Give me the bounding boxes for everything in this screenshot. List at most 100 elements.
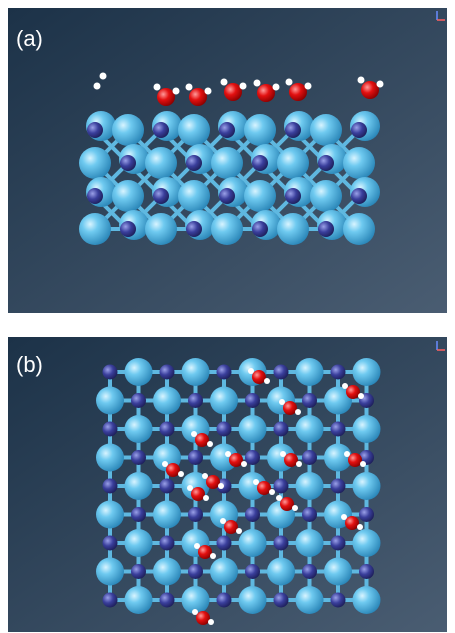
hydrogen xyxy=(295,409,301,415)
metal-atom xyxy=(181,586,210,614)
oxygen-lattice-atom xyxy=(273,478,289,494)
metal-atom xyxy=(295,415,324,443)
oxygen-lattice-atom xyxy=(188,450,203,465)
metal-atom xyxy=(244,114,276,146)
metal-atom xyxy=(352,415,381,443)
hydrogen xyxy=(204,87,212,95)
oxygen-lattice-atom xyxy=(186,221,202,237)
metal-atom xyxy=(124,472,153,500)
hydrogen xyxy=(241,461,247,467)
hydrogen xyxy=(296,461,302,467)
oxygen-lattice-atom xyxy=(102,478,118,494)
metal-atom xyxy=(153,500,181,529)
adsorbate-oxygen xyxy=(289,83,307,101)
metal-atom xyxy=(210,386,238,415)
oxygen-lattice-atom xyxy=(351,188,367,204)
metal-atom xyxy=(211,147,243,179)
oxygen-lattice-atom xyxy=(102,421,118,437)
metal-atom xyxy=(324,557,352,586)
oxygen-lattice-atom xyxy=(188,564,203,579)
oxygen-lattice-atom xyxy=(216,364,232,380)
oxygen-lattice-atom xyxy=(153,188,169,204)
slab-top-view xyxy=(96,358,381,625)
hydrogen xyxy=(225,451,231,457)
oxygen-lattice-atom xyxy=(318,155,334,171)
oxygen-lattice-atom xyxy=(216,421,232,437)
oxygen-lattice-atom xyxy=(245,393,260,408)
metal-atom xyxy=(124,586,153,614)
hydrogen xyxy=(292,505,298,511)
oxygen-lattice-atom xyxy=(159,364,175,380)
oxygen-lattice-atom xyxy=(159,535,175,551)
hydrogen xyxy=(185,83,193,91)
adsorbate-oxygen xyxy=(189,88,207,106)
metal-atom xyxy=(178,180,210,212)
oxygen-lattice-atom xyxy=(153,122,169,138)
oxygen-lattice-atom xyxy=(302,450,317,465)
metal-atom xyxy=(244,180,276,212)
axis-indicator xyxy=(436,11,445,351)
hydrogen xyxy=(208,619,214,625)
hydrogen xyxy=(236,528,242,534)
metal-atom xyxy=(112,180,144,212)
metal-atom xyxy=(352,472,381,500)
adsorbate-oxygen xyxy=(361,81,379,99)
hydrogen xyxy=(207,441,213,447)
hydrogen xyxy=(248,368,254,374)
hydrogen xyxy=(93,82,101,90)
adsorbate-oxygen xyxy=(345,516,359,530)
hydrogen xyxy=(253,479,259,485)
adsorbate-oxygen xyxy=(348,453,362,467)
metal-atom xyxy=(295,472,324,500)
oxygen-lattice-atom xyxy=(351,122,367,138)
hydrogen xyxy=(153,83,161,91)
hydrogen xyxy=(253,79,261,87)
adsorbate-oxygen xyxy=(157,88,175,106)
hydrogen xyxy=(239,82,247,90)
oxygen-lattice-atom xyxy=(216,592,232,608)
oxygen-lattice-atom xyxy=(330,478,346,494)
hydrogen xyxy=(285,78,293,86)
oxygen-lattice-atom xyxy=(120,155,136,171)
oxygen-lattice-atom xyxy=(330,592,346,608)
oxygen-lattice-atom xyxy=(159,478,175,494)
oxygen-lattice-atom xyxy=(252,221,268,237)
hydrogen xyxy=(203,495,209,501)
adsorbate-oxygen xyxy=(283,401,297,415)
metal-atom xyxy=(210,557,238,586)
metal-atom xyxy=(343,213,375,245)
adsorbate-oxygen xyxy=(196,611,210,625)
metal-atom xyxy=(324,500,352,529)
metal-atom xyxy=(238,586,267,614)
oxygen-lattice-atom xyxy=(330,535,346,551)
oxygen-lattice-atom xyxy=(216,535,232,551)
hydrogen xyxy=(341,514,347,520)
metal-atom xyxy=(277,147,309,179)
metal-atom xyxy=(96,500,124,529)
oxygen-lattice-atom xyxy=(131,450,146,465)
oxygen-lattice-atom xyxy=(252,155,268,171)
oxygen-lattice-atom xyxy=(359,564,374,579)
oxygen-lattice-atom xyxy=(188,393,203,408)
metal-atom xyxy=(145,147,177,179)
hydrogen xyxy=(269,489,275,495)
metal-atom xyxy=(96,557,124,586)
hydrogen xyxy=(304,82,312,90)
oxygen-lattice-atom xyxy=(219,122,235,138)
metal-atom xyxy=(124,415,153,443)
metal-atom xyxy=(295,586,324,614)
hydrogen xyxy=(357,524,363,530)
oxygen-lattice-atom xyxy=(302,507,317,522)
metal-atom xyxy=(352,358,381,386)
slab-side-view xyxy=(79,72,384,245)
hydrogen xyxy=(162,461,168,467)
oxygen-lattice-atom xyxy=(273,364,289,380)
adsorbate-oxygen xyxy=(257,84,275,102)
metal-atom xyxy=(124,358,153,386)
hydrogen xyxy=(276,495,282,501)
oxygen-lattice-atom xyxy=(285,122,301,138)
metal-atom xyxy=(295,529,324,557)
adsorbate-oxygen xyxy=(257,481,271,495)
adsorbate-oxygen xyxy=(166,463,180,477)
